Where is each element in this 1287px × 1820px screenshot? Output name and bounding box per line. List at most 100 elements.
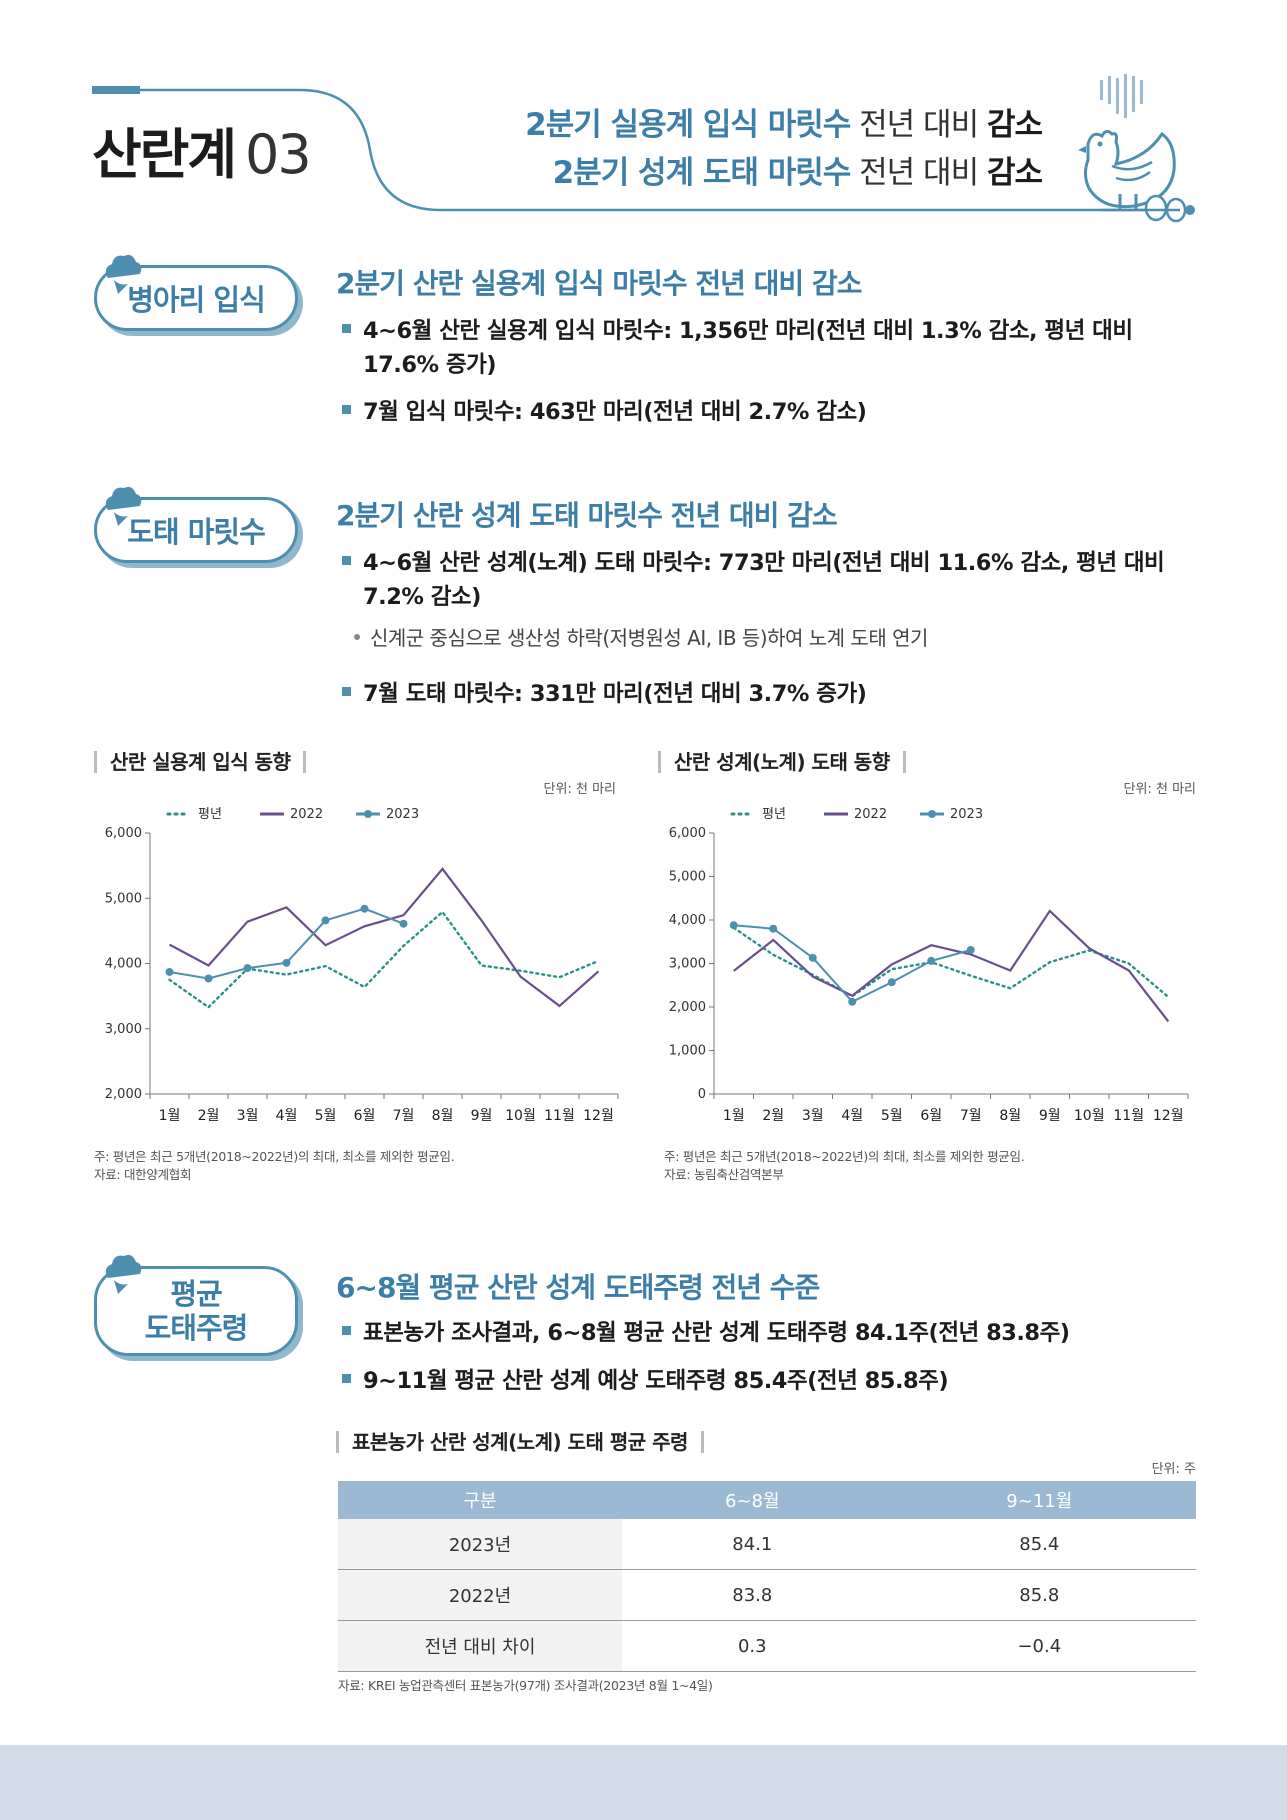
- section1-bullet-1: 4~6월 산란 실용계 입식 마릿수: 1,356만 마리(전년 대비 1.3%…: [342, 314, 1212, 382]
- y-tick-label: 2,000: [105, 1087, 142, 1102]
- x-tick-label: 6월: [354, 1108, 376, 1124]
- y-tick-label: 5,000: [105, 891, 142, 906]
- chart2-title: 산란 성계(노계) 도태 동향: [658, 750, 906, 775]
- cloud-icon: [105, 486, 142, 526]
- table-header: 구분: [338, 1481, 622, 1519]
- table-row: 2022년 83.8 85.8: [338, 1569, 1196, 1621]
- cloud-icon: [105, 1254, 142, 1294]
- data-point-2023: [243, 964, 252, 973]
- x-tick-label: 9월: [1039, 1108, 1061, 1124]
- x-tick-label: 1월: [159, 1108, 181, 1124]
- legend-label: 2022: [854, 807, 887, 822]
- table-row: 전년 대비 차이 0.3 −0.4: [338, 1620, 1196, 1672]
- table-cell: 85.8: [882, 1569, 1196, 1621]
- y-tick-label: 0: [698, 1087, 706, 1102]
- table-cell: −0.4: [882, 1620, 1196, 1672]
- data-point-2023: [927, 956, 936, 965]
- legend-label: 평년: [762, 807, 786, 822]
- footer-band: [0, 1745, 1287, 1820]
- table-cell: 0.3: [622, 1620, 883, 1672]
- table-header-row: 구분 6~8월 9~11월: [338, 1481, 1196, 1519]
- cloud-icon: [105, 254, 142, 294]
- y-tick-label: 6,000: [105, 826, 142, 841]
- legend-marker: [928, 810, 936, 818]
- data-point-2023: [808, 953, 817, 962]
- chart1-intake-trend: 2,000 3,000 4,000 5,000 6,000 1월 2월 3월 4월 5월 6월 7월 8…: [105, 807, 619, 1124]
- x-tick-label: 7월: [960, 1108, 982, 1124]
- cull-age-table: 구분 6~8월 9~11월 2023년 84.1 85.4 2022년 83.8…: [338, 1481, 1196, 1672]
- table-cell: 2022년: [338, 1569, 622, 1621]
- x-tick-label: 12월: [583, 1108, 614, 1124]
- section2-bullet-1: 4~6월 산란 성계(노계) 도태 마릿수: 773만 마리(전년 대비 11.…: [342, 546, 1212, 614]
- y-tick-label: 6,000: [669, 826, 706, 841]
- table-header: 6~8월: [622, 1481, 883, 1519]
- y-tick-label: 5,000: [669, 870, 706, 885]
- x-tick-label: 12월: [1153, 1108, 1184, 1124]
- x-tick-label: 3월: [802, 1108, 824, 1124]
- data-point-2023: [729, 921, 738, 930]
- table-row: 2023년 84.1 85.4: [338, 1519, 1196, 1570]
- table-source: 자료: KREI 농업관측센터 표본농가(97개) 조사결과(2023년 8월 …: [338, 1678, 713, 1693]
- x-tick-label: 9월: [471, 1108, 493, 1124]
- section1-heading: 2분기 산란 실용계 입식 마릿수 전년 대비 감소: [336, 267, 862, 300]
- x-tick-label: 7월: [393, 1108, 415, 1124]
- data-point-2023: [966, 946, 975, 955]
- section2-heading: 2분기 산란 성계 도태 마릿수 전년 대비 감소: [336, 499, 838, 532]
- x-tick-label: 11월: [1113, 1108, 1144, 1124]
- badge-avg-cull-age: 평균 도태주령: [94, 1266, 298, 1356]
- y-tick-label: 4,000: [669, 913, 706, 928]
- data-point-2023: [769, 924, 778, 933]
- legend-label: 2023: [950, 807, 983, 822]
- x-tick-label: 4월: [841, 1108, 863, 1124]
- legend-label: 평년: [198, 807, 222, 822]
- badge-chick-stocking: 병아리 입식: [94, 265, 298, 331]
- chart1-unit: 단위: 천 마리: [543, 782, 616, 797]
- x-tick-label: 8월: [999, 1108, 1021, 1124]
- table-cell: 2023년: [338, 1519, 622, 1570]
- legend-label: 2022: [290, 807, 323, 822]
- table-header: 9~11월: [882, 1481, 1196, 1519]
- data-point-2023: [321, 916, 330, 925]
- x-tick-label: 5월: [881, 1108, 903, 1124]
- data-point-2023: [360, 904, 369, 913]
- x-tick-label: 5월: [315, 1108, 337, 1124]
- table-cell: 전년 대비 차이: [338, 1620, 622, 1672]
- legend-label: 2023: [386, 807, 419, 822]
- header-summary-line-2: 2분기 성계 도태 마릿수 전년 대비 감소: [552, 155, 1043, 191]
- table-cell: 85.4: [882, 1519, 1196, 1570]
- x-tick-label: 8월: [432, 1108, 454, 1124]
- chart2-cull-trend: 0 1,000 2,000 3,000 4,000 5,000 6,000 1월 2월 3월 4월 5…: [669, 807, 1189, 1124]
- x-tick-label: 2월: [198, 1108, 220, 1124]
- table-cell: 83.8: [622, 1569, 883, 1621]
- section2-subnote: 신계군 중심으로 생산성 하락(저병원성 AI, IB 등)하여 노계 도태 연…: [354, 628, 928, 648]
- x-tick-label: 11월: [544, 1108, 575, 1124]
- hen-icon: [1078, 74, 1187, 223]
- x-tick-label: 2월: [762, 1108, 784, 1124]
- series-line-2022: [168, 867, 600, 1008]
- y-tick-label: 2,000: [669, 1000, 706, 1015]
- x-tick-label: 10월: [505, 1108, 536, 1124]
- data-point-2023: [848, 997, 857, 1006]
- data-point-2023: [399, 919, 408, 928]
- section1-bullet-2: 7월 입식 마릿수: 463만 마리(전년 대비 2.7% 감소): [342, 395, 867, 429]
- x-tick-label: 4월: [276, 1108, 298, 1124]
- data-point-2023: [165, 967, 174, 976]
- section3-bullet-1: 표본농가 조사결과, 6~8월 평균 산란 성계 도태주령 84.1주(전년 8…: [342, 1316, 1070, 1350]
- header-summary-line-1: 2분기 실용계 입식 마릿수 전년 대비 감소: [525, 107, 1043, 143]
- series-line-평년: [168, 910, 600, 1009]
- y-tick-label: 4,000: [105, 957, 142, 972]
- x-tick-label: 3월: [237, 1108, 259, 1124]
- data-point-2023: [282, 958, 291, 967]
- section3-bullet-2: 9~11월 평균 산란 성계 예상 도태주령 85.4주(전년 85.8주): [342, 1364, 949, 1398]
- data-point-2023: [204, 974, 213, 983]
- x-tick-label: 6월: [920, 1108, 942, 1124]
- series-line-2023: [169, 907, 404, 980]
- y-tick-label: 3,000: [669, 957, 706, 972]
- x-tick-label: 1월: [723, 1108, 745, 1124]
- table-title: 표본농가 산란 성계(노계) 도태 평균 주령: [336, 1430, 704, 1455]
- legend-marker: [364, 810, 372, 818]
- section2-bullet-2: 7월 도태 마릿수: 331만 마리(전년 대비 3.7% 증가): [342, 677, 867, 711]
- header-decoration: [92, 86, 1195, 215]
- section3-heading: 6~8월 평균 산란 성계 도태주령 전년 수준: [336, 1271, 820, 1304]
- y-tick-label: 3,000: [105, 1022, 142, 1037]
